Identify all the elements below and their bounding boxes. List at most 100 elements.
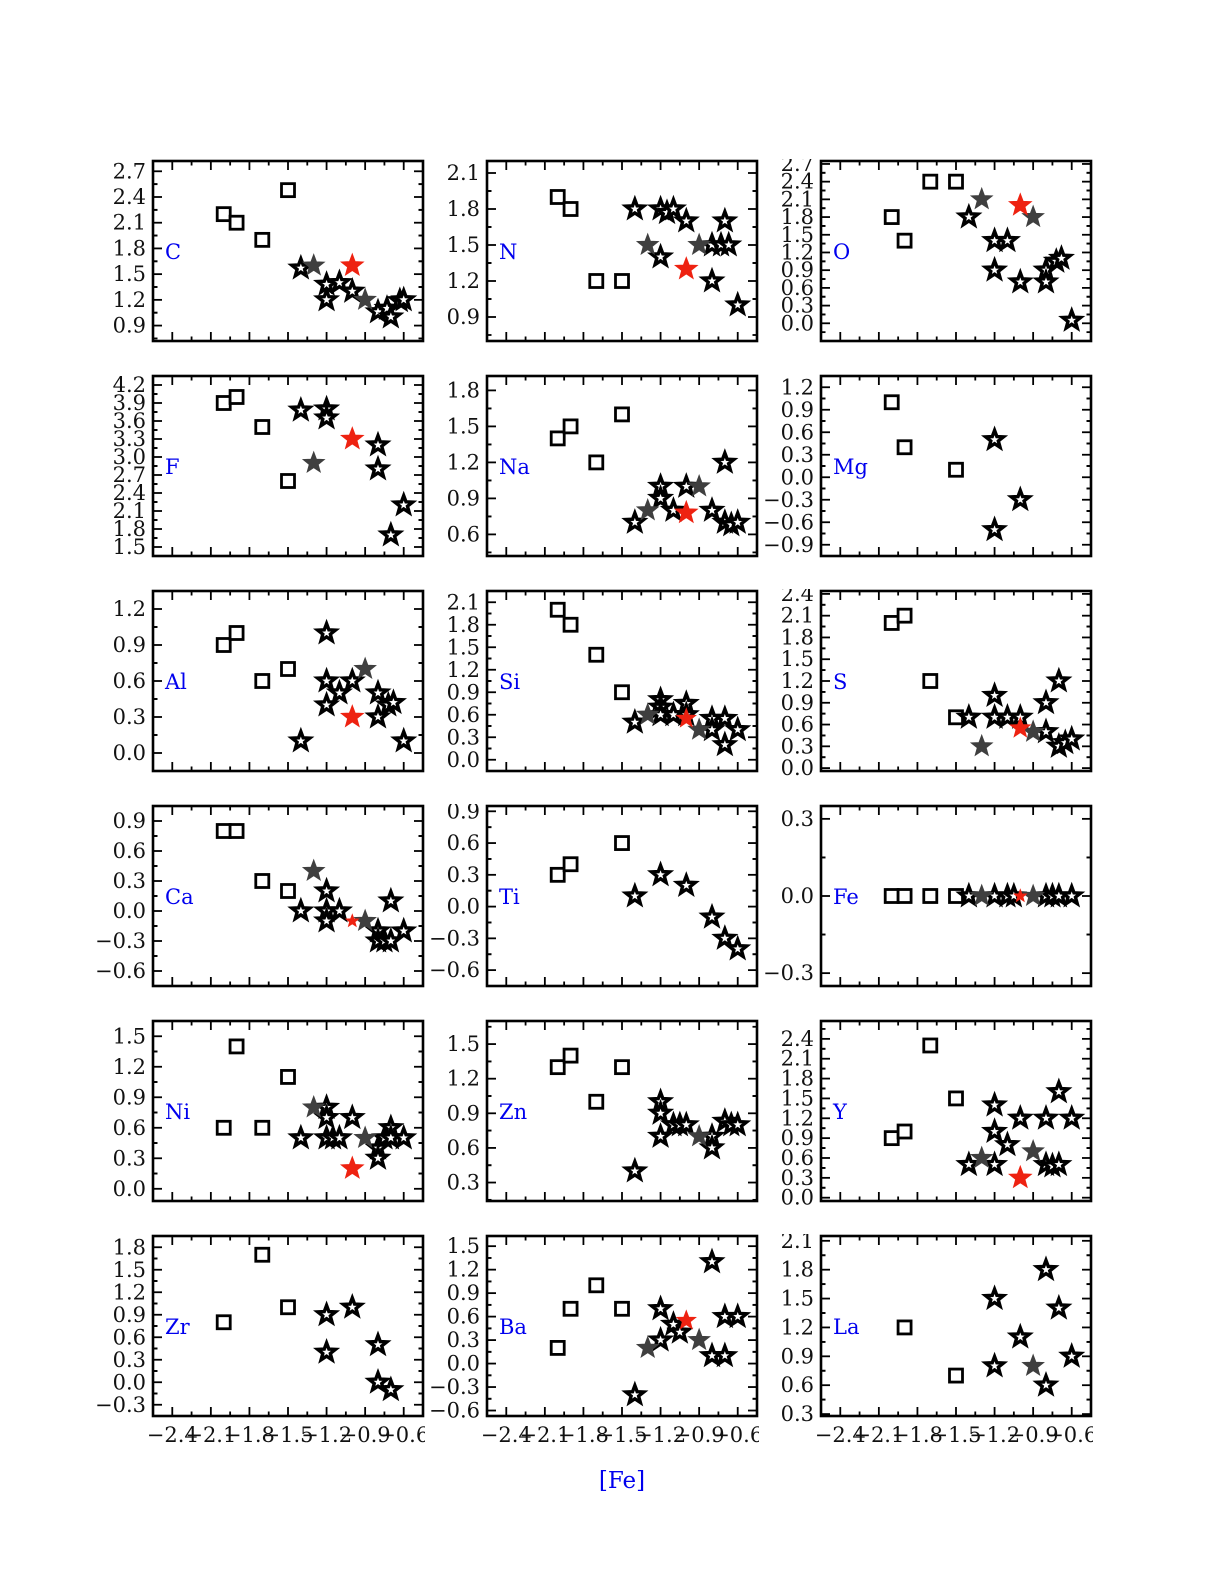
square-marker — [922, 173, 939, 190]
square-marker — [614, 835, 630, 851]
y-tick-label: 0.9 — [447, 680, 480, 704]
scatter-panel-O: 0.00.30.60.91.21.51.82.12.42.7 O — [781, 159, 1093, 343]
y-tick-label: −0.6 — [429, 958, 480, 982]
y-tick-label: 0.3 — [113, 1348, 146, 1372]
y-tick-label: −0.3 — [763, 961, 814, 985]
red-star-marker — [339, 1155, 365, 1179]
open-star-marker — [313, 403, 341, 430]
y-tick-label: 0.6 — [781, 713, 814, 737]
open-star-marker — [1045, 1293, 1073, 1320]
red-star-marker — [339, 426, 365, 450]
red-star-marker — [673, 256, 699, 280]
x-tick-label: −1.8 — [892, 1423, 943, 1447]
element-label-Ca: Ca — [165, 885, 194, 909]
y-tick-label: 0.3 — [781, 734, 814, 758]
element-label-Na: Na — [499, 455, 530, 479]
open-star-marker — [981, 1090, 1009, 1117]
y-tick-label: 0.6 — [113, 669, 146, 693]
y-tick-label: 2.4 — [781, 589, 814, 606]
open-star-marker — [711, 1341, 739, 1368]
y-tick-label: 2.4 — [113, 481, 146, 505]
y-tick-label: 1.2 — [113, 288, 146, 312]
y-tick-label: 0.3 — [781, 294, 814, 318]
y-tick-label: 0.9 — [447, 486, 480, 510]
y-tick-label: 0.0 — [447, 1352, 480, 1376]
open-star-marker — [313, 285, 341, 312]
open-star-marker — [313, 1300, 341, 1327]
panel-cell-Ti: −0.6 −0.3 0.0 0.3 0.6 0.9 Ti — [425, 804, 759, 1019]
open-star-marker — [981, 1284, 1009, 1311]
square-marker — [896, 232, 913, 249]
panel-cell-Na: 0.6 0.9 1.2 1.5 1.8 Na — [425, 374, 759, 589]
open-star-marker — [981, 681, 1009, 708]
y-tick-label: 3.9 — [113, 391, 146, 415]
y-tick-label: 1.8 — [781, 1258, 814, 1282]
y-tick-label: 1.8 — [113, 517, 146, 541]
scatter-panel-C: 0.91.21.51.82.12.42.7 C — [113, 159, 425, 343]
plot-frame-Y — [819, 1019, 1093, 1203]
open-star-marker — [338, 666, 366, 693]
square-marker — [614, 684, 630, 701]
open-star-marker — [621, 508, 649, 534]
y-tick-label: 0.0 — [781, 756, 814, 780]
square-marker — [614, 1059, 630, 1076]
open-star-marker — [364, 454, 392, 481]
square-marker — [228, 625, 245, 641]
square-marker — [562, 1047, 579, 1064]
x-axis-label: [Fe] — [598, 1468, 646, 1494]
red-star-marker — [339, 704, 365, 728]
element-label-F: F — [165, 455, 180, 479]
square-marker — [562, 856, 579, 873]
open-star-marker — [647, 1325, 675, 1352]
open-star-marker — [981, 1117, 1009, 1144]
open-star-marker — [698, 1247, 726, 1274]
gray-star-marker — [301, 1095, 326, 1118]
square-marker — [896, 607, 913, 624]
y-tick-label: 1.8 — [781, 1067, 814, 1091]
element-label-Fe: Fe — [833, 885, 859, 909]
y-tick-label: 0.3 — [781, 807, 814, 831]
gray-star-marker — [635, 1335, 660, 1358]
square-marker — [614, 406, 630, 423]
y-tick-label: 0.6 — [447, 831, 480, 855]
y-tick-label: 0.3 — [447, 1171, 480, 1195]
square-marker — [588, 1277, 605, 1294]
x-tick-label: −0.9 — [340, 1423, 391, 1447]
gray-star-marker — [1021, 1353, 1045, 1377]
square-marker — [228, 214, 245, 231]
scatter-panel-F: 1.51.82.12.42.73.03.33.63.94.2 F — [113, 374, 425, 559]
square-marker — [215, 1314, 232, 1331]
open-star-marker — [698, 902, 726, 929]
y-tick-label: 0.9 — [113, 1085, 146, 1109]
panel-cell-O: 0.0 0.3 0.6 0.9 1.2 1.5 1.8 2.1 2.4 2.7 O — [759, 159, 1093, 374]
panel-cell-Ca: −0.6 −0.3 0.0 0.3 0.6 0.9 Ca — [91, 804, 425, 1019]
open-star-marker — [364, 430, 392, 457]
square-marker — [896, 888, 913, 904]
y-tick-label: −0.3 — [429, 926, 480, 950]
y-tick-label: 0.0 — [781, 465, 814, 489]
y-tick-label: 0.3 — [113, 869, 146, 893]
open-star-marker — [1047, 244, 1075, 270]
gray-star-marker — [969, 186, 994, 210]
y-tick-label: 0.9 — [113, 809, 146, 833]
open-star-marker — [724, 934, 752, 961]
y-tick-label: −0.3 — [429, 1375, 480, 1399]
y-tick-label: 1.8 — [781, 205, 814, 229]
y-tick-label: −0.6 — [763, 510, 814, 534]
gray-star-marker — [353, 908, 377, 932]
square-marker — [562, 201, 579, 217]
y-tick-label: 1.2 — [447, 658, 480, 682]
open-star-marker — [666, 1318, 694, 1344]
square-marker — [614, 273, 630, 289]
element-label-Si: Si — [499, 670, 520, 694]
open-star-marker — [313, 618, 341, 645]
y-tick-label: 1.5 — [447, 635, 480, 659]
y-tick-label: 1.5 — [447, 1032, 480, 1056]
y-tick-label: 0.9 — [447, 305, 480, 329]
y-tick-label: 0.6 — [447, 522, 480, 546]
open-star-marker — [390, 490, 418, 517]
y-tick-label: 3.6 — [113, 409, 146, 433]
open-star-marker — [672, 1110, 700, 1137]
x-tick-label: −1.8 — [558, 1423, 609, 1447]
square-marker — [549, 430, 566, 447]
